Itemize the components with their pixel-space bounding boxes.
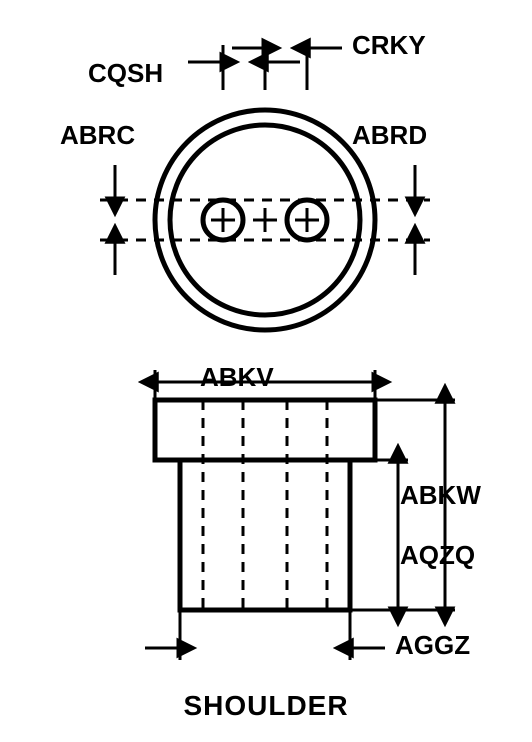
- side-view: [145, 370, 455, 660]
- label-cqsh: CQSH: [88, 58, 163, 89]
- label-aqzq: AQZQ: [400, 540, 475, 571]
- label-abkw: ABKW: [400, 480, 481, 511]
- right-hole: [287, 200, 327, 240]
- label-abkv: ABKV: [200, 362, 274, 393]
- label-abrd: ABRD: [352, 120, 427, 151]
- diagram-page: CQSH CRKY ABRC ABRD ABKV ABKW AQZQ AGGZ …: [0, 0, 532, 742]
- left-hole: [203, 200, 243, 240]
- diagram-title: SHOULDER: [0, 690, 532, 722]
- label-crky: CRKY: [352, 30, 426, 61]
- label-abrc: ABRC: [60, 120, 135, 151]
- label-aggz: AGGZ: [395, 630, 470, 661]
